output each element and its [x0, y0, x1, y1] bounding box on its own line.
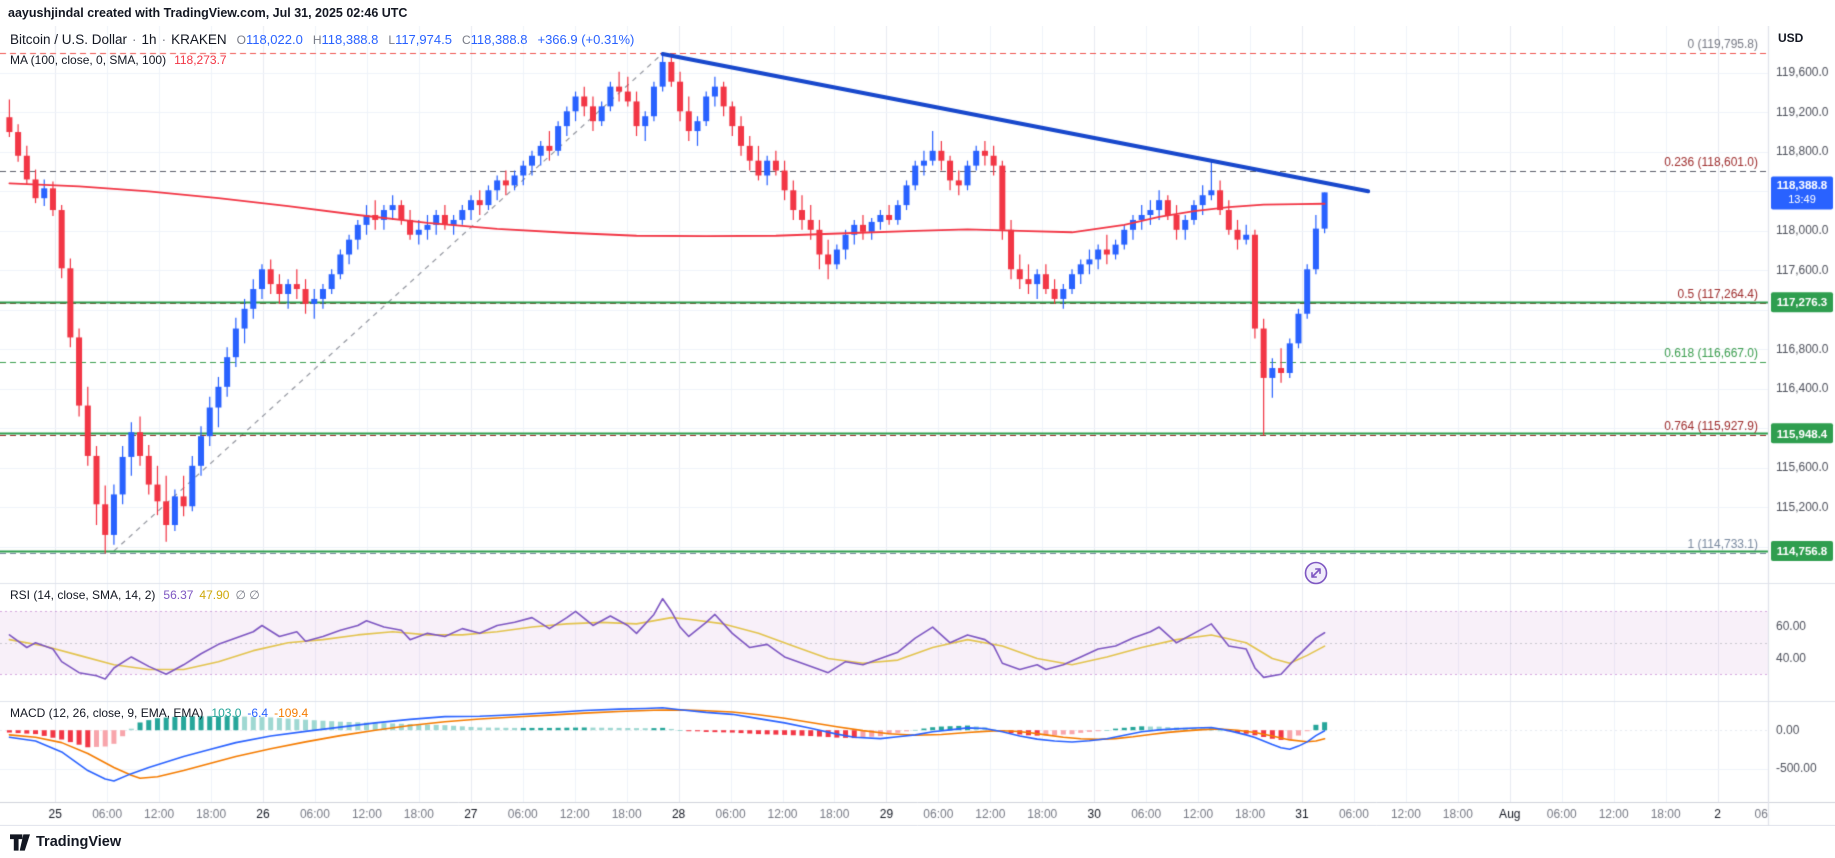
close-value: 118,388.8: [470, 32, 528, 47]
currency-label[interactable]: USD: [1778, 31, 1804, 45]
symbol-legend[interactable]: Bitcoin / U.S. Dollar · 1h · KRAKEN O118,022.…: [10, 32, 634, 47]
symbol-name: Bitcoin / U.S. Dollar: [10, 32, 128, 47]
macd-hist-value: 103.0: [211, 706, 242, 720]
macd-signal-value: -109.4: [274, 706, 309, 720]
ma-legend[interactable]: MA (100, close, 0, SMA, 100) 118,273.7: [10, 53, 227, 67]
open-label: O: [236, 33, 246, 47]
rsi-value: 56.37: [163, 588, 194, 602]
low-label: L: [388, 33, 396, 47]
exchange-label: KRAKEN: [171, 32, 227, 47]
macd-line-value: -6.4: [247, 706, 269, 720]
tradingview-logo[interactable]: TradingView: [10, 833, 122, 851]
rsi-ma-value: 47.90: [199, 588, 230, 602]
tradingview-logo-icon: [10, 833, 30, 851]
rsi-legend[interactable]: RSI (14, close, SMA, 14, 2) 56.37 47.90 ∅ ∅: [10, 588, 260, 602]
ma-legend-value: 118,273.7: [174, 53, 227, 67]
ma-legend-label: MA (100, close, 0, SMA, 100): [10, 53, 167, 67]
trend-tool-icon[interactable]: [1303, 560, 1329, 586]
separator: ·: [161, 32, 167, 47]
high-value: 118,388.8: [321, 32, 379, 47]
interval-label: 1h: [141, 32, 157, 47]
close-label: C: [461, 33, 471, 47]
rsi-empty-values: ∅ ∅: [235, 588, 260, 602]
macd-legend[interactable]: MACD (12, 26, close, 9, EMA, EMA) 103.0 -6…: [10, 706, 308, 720]
change-value: +366.9 (+0.31%): [537, 32, 635, 47]
high-label: H: [312, 33, 322, 47]
macd-legend-label: MACD (12, 26, close, 9, EMA, EMA): [10, 706, 204, 720]
main-chart-canvas[interactable]: [0, 26, 1835, 826]
footer-bar: TradingView: [0, 826, 1835, 858]
open-value: 118,022.0: [245, 32, 303, 47]
low-value: 117,974.5: [395, 32, 452, 47]
rsi-legend-label: RSI (14, close, SMA, 14, 2): [10, 588, 156, 602]
separator: ·: [132, 32, 137, 47]
attribution-bar: aayushjindal created with TradingView.co…: [0, 0, 1835, 26]
tradingview-logo-text: TradingView: [36, 834, 122, 850]
